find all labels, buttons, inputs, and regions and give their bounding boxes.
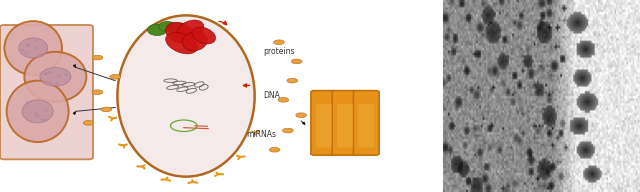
FancyBboxPatch shape — [358, 104, 374, 147]
Ellipse shape — [40, 119, 44, 121]
Ellipse shape — [177, 20, 204, 40]
FancyBboxPatch shape — [311, 91, 337, 155]
Ellipse shape — [34, 113, 37, 115]
Ellipse shape — [35, 40, 38, 42]
Ellipse shape — [117, 15, 255, 177]
Circle shape — [274, 40, 284, 45]
Ellipse shape — [34, 47, 38, 49]
Circle shape — [278, 98, 289, 102]
Circle shape — [282, 128, 293, 133]
Ellipse shape — [182, 32, 207, 51]
Ellipse shape — [49, 71, 52, 73]
Circle shape — [287, 78, 298, 83]
Ellipse shape — [166, 32, 198, 54]
Ellipse shape — [24, 52, 28, 54]
Ellipse shape — [44, 119, 47, 121]
FancyBboxPatch shape — [316, 104, 332, 147]
Ellipse shape — [44, 73, 47, 75]
Circle shape — [296, 113, 307, 118]
Text: miRNAs: miRNAs — [246, 130, 276, 139]
Circle shape — [110, 74, 120, 79]
Ellipse shape — [19, 38, 47, 58]
Ellipse shape — [166, 22, 193, 43]
Ellipse shape — [26, 44, 29, 46]
FancyBboxPatch shape — [337, 104, 353, 147]
Ellipse shape — [46, 71, 50, 74]
FancyBboxPatch shape — [332, 91, 358, 155]
Ellipse shape — [4, 21, 62, 75]
FancyBboxPatch shape — [353, 91, 379, 155]
Text: proteins: proteins — [264, 47, 295, 56]
Ellipse shape — [40, 67, 71, 86]
Ellipse shape — [6, 81, 68, 142]
Circle shape — [83, 121, 94, 125]
Circle shape — [269, 147, 280, 152]
Circle shape — [92, 55, 103, 60]
Ellipse shape — [57, 75, 61, 77]
Circle shape — [101, 107, 111, 112]
Ellipse shape — [22, 100, 53, 123]
Ellipse shape — [192, 27, 216, 44]
Text: DNA: DNA — [264, 92, 280, 100]
Ellipse shape — [159, 22, 176, 31]
Ellipse shape — [44, 109, 48, 111]
Ellipse shape — [24, 52, 86, 102]
Circle shape — [291, 59, 302, 64]
Circle shape — [92, 90, 103, 94]
Ellipse shape — [147, 24, 167, 36]
Ellipse shape — [64, 74, 68, 76]
Ellipse shape — [26, 102, 29, 104]
FancyBboxPatch shape — [0, 25, 93, 159]
Ellipse shape — [169, 23, 185, 33]
Ellipse shape — [55, 82, 59, 84]
Ellipse shape — [21, 49, 24, 51]
Ellipse shape — [36, 115, 39, 118]
Ellipse shape — [26, 45, 30, 47]
